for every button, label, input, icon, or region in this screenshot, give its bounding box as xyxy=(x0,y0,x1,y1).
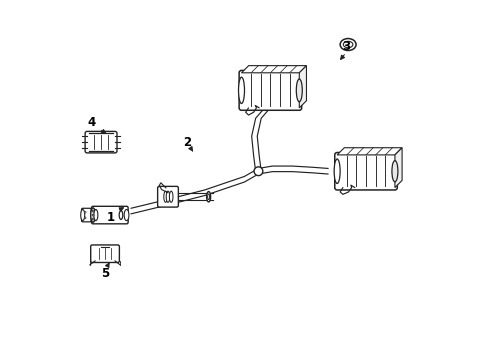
Ellipse shape xyxy=(94,210,98,221)
Ellipse shape xyxy=(296,79,302,102)
Ellipse shape xyxy=(169,191,173,202)
Text: 4: 4 xyxy=(87,116,95,129)
Ellipse shape xyxy=(391,161,397,182)
FancyBboxPatch shape xyxy=(157,186,178,207)
FancyBboxPatch shape xyxy=(239,71,301,110)
Ellipse shape xyxy=(343,41,352,48)
Text: 2: 2 xyxy=(183,136,190,149)
Ellipse shape xyxy=(124,210,129,221)
FancyBboxPatch shape xyxy=(334,153,396,190)
Circle shape xyxy=(92,210,94,212)
Text: 5: 5 xyxy=(101,267,109,280)
FancyBboxPatch shape xyxy=(91,206,128,224)
FancyBboxPatch shape xyxy=(90,245,119,262)
Circle shape xyxy=(84,211,86,213)
Circle shape xyxy=(84,217,86,219)
FancyBboxPatch shape xyxy=(85,131,117,153)
Polygon shape xyxy=(299,66,306,108)
Ellipse shape xyxy=(207,194,209,199)
Polygon shape xyxy=(241,66,306,73)
Ellipse shape xyxy=(340,39,355,50)
Ellipse shape xyxy=(166,191,169,202)
Circle shape xyxy=(92,214,94,216)
Polygon shape xyxy=(336,148,401,155)
Ellipse shape xyxy=(163,191,167,202)
Ellipse shape xyxy=(81,210,84,221)
Text: 1: 1 xyxy=(107,211,115,224)
Circle shape xyxy=(92,218,94,220)
Ellipse shape xyxy=(238,77,244,103)
Ellipse shape xyxy=(90,208,95,222)
Ellipse shape xyxy=(333,159,340,184)
Polygon shape xyxy=(394,148,401,188)
FancyBboxPatch shape xyxy=(81,208,91,222)
Ellipse shape xyxy=(206,192,210,202)
Ellipse shape xyxy=(119,211,122,220)
Text: 3: 3 xyxy=(341,40,349,53)
Ellipse shape xyxy=(254,167,262,176)
